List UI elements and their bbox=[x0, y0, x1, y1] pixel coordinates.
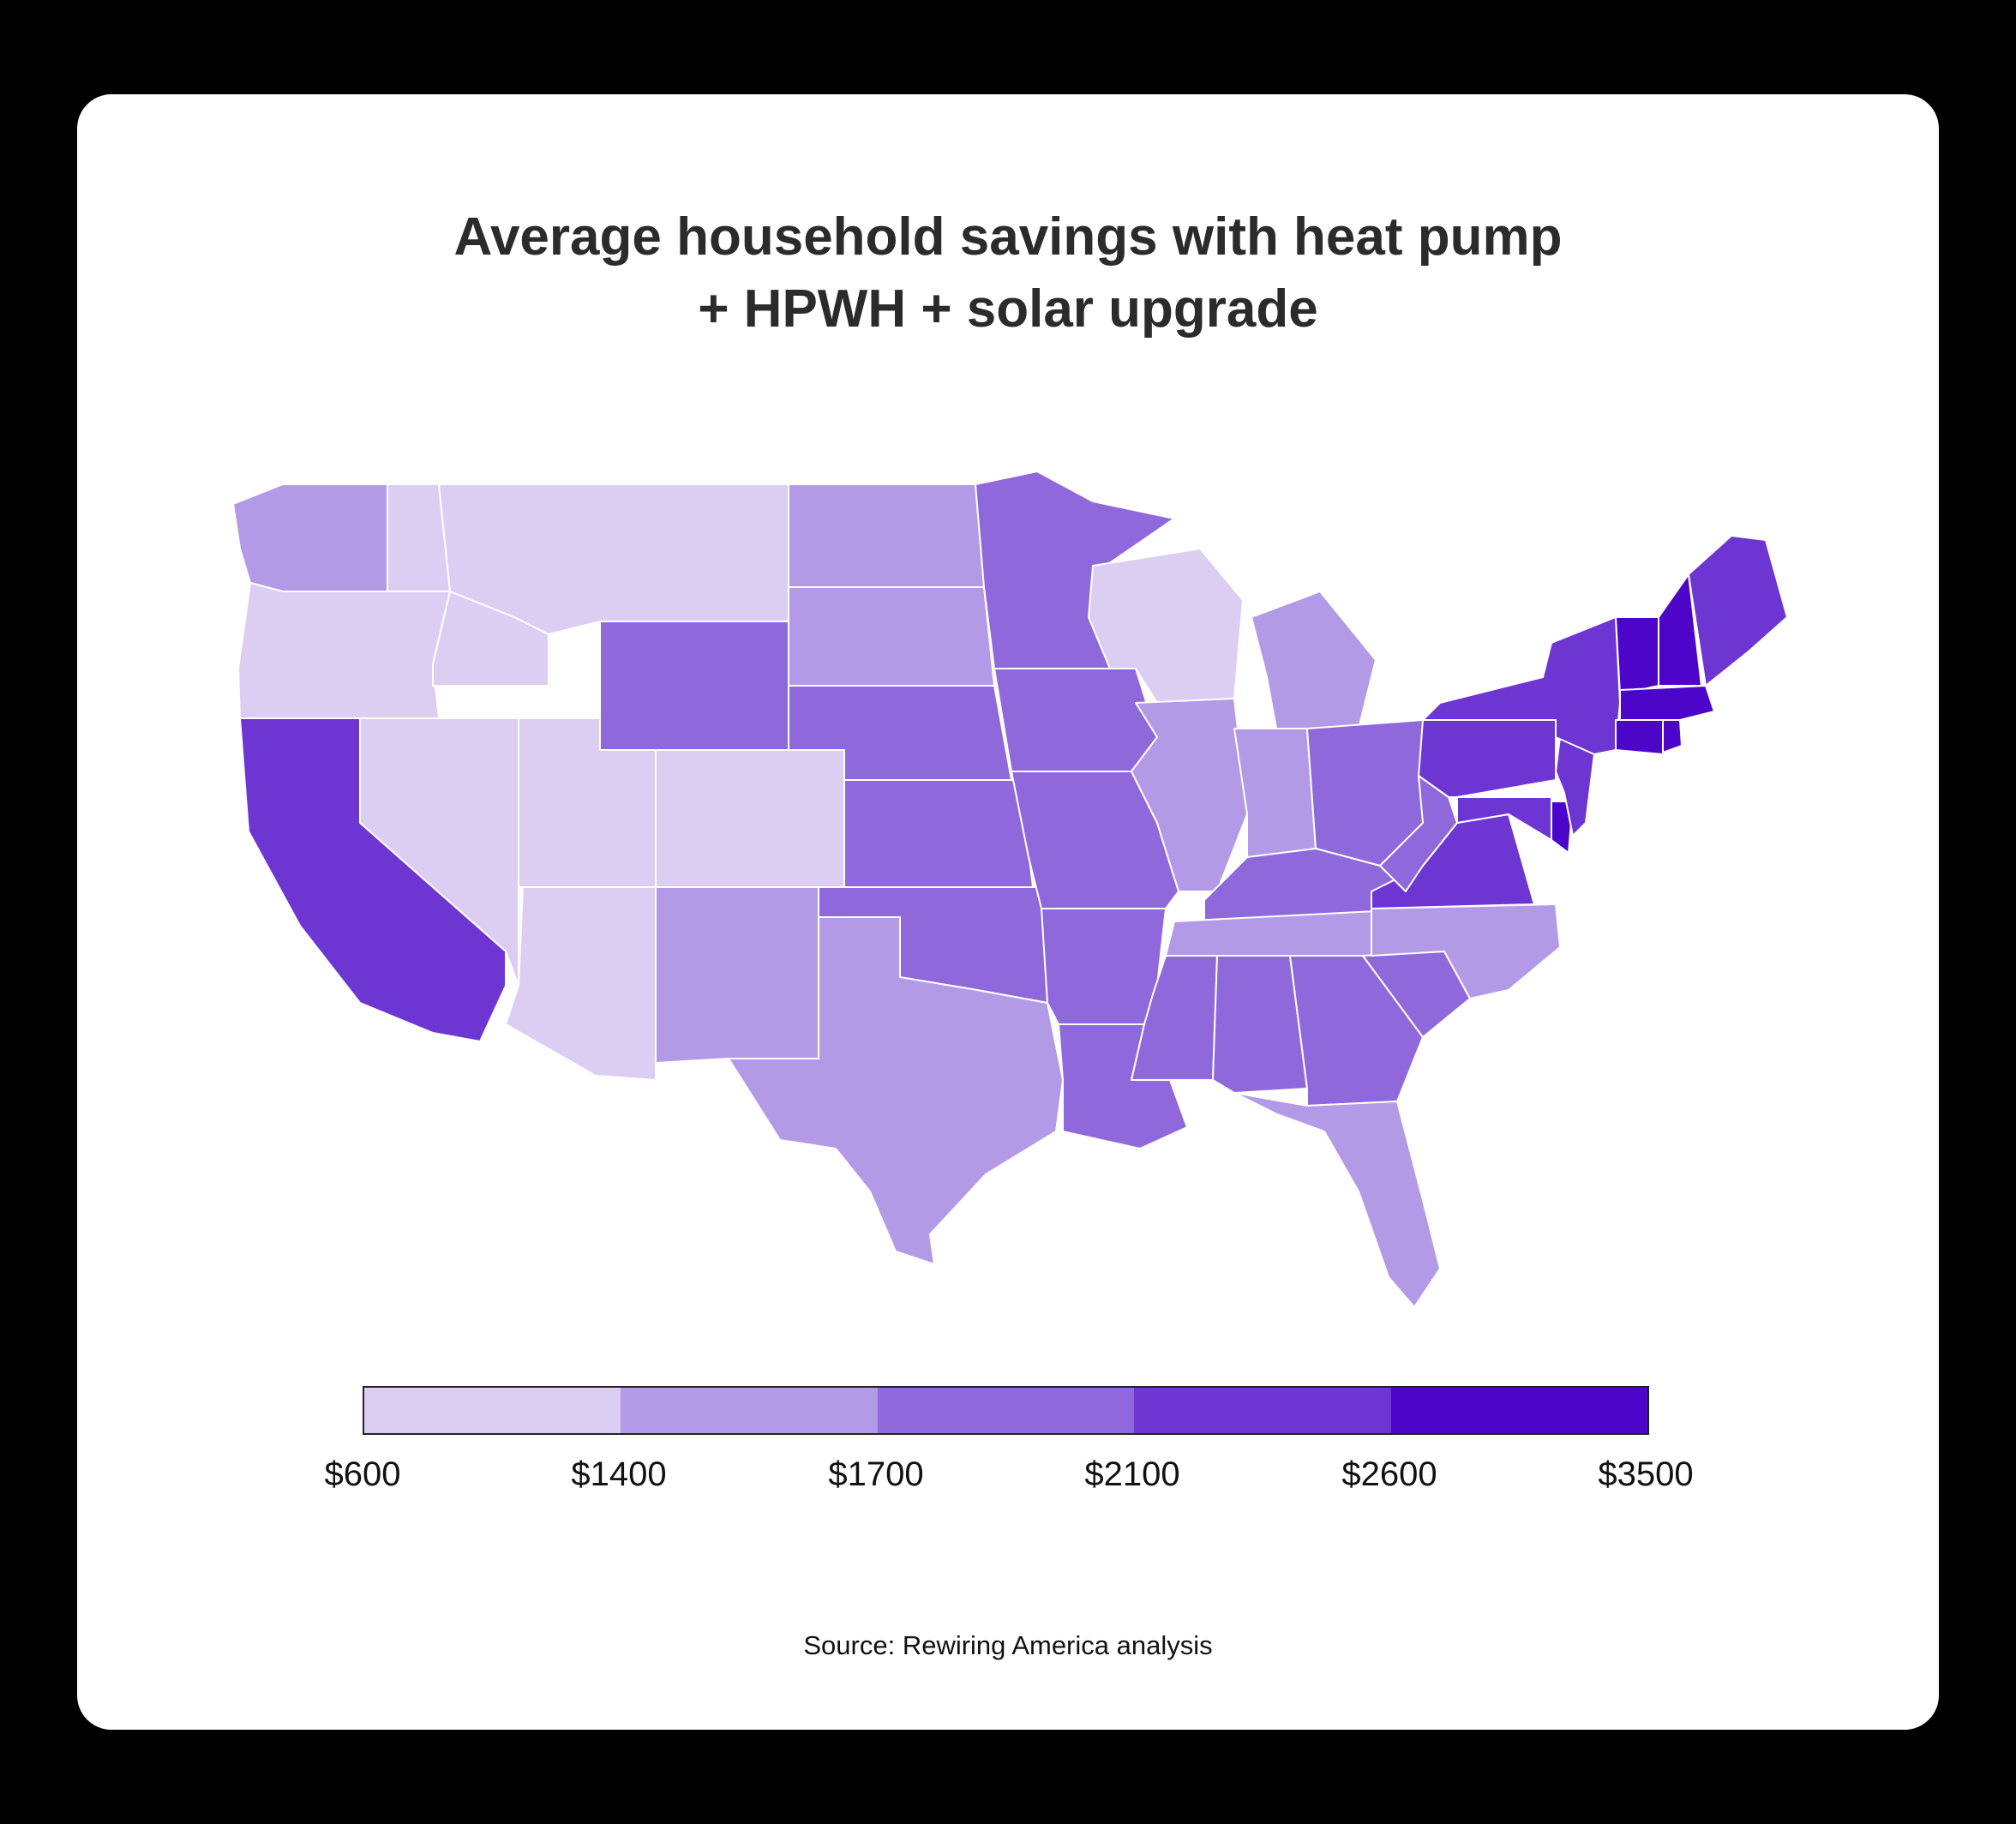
region-michigan bbox=[1251, 591, 1377, 734]
legend-tick-2100: $2100 bbox=[1084, 1455, 1180, 1493]
legend-bin-3 bbox=[877, 1388, 1135, 1433]
chart-title-line-2: + HPWH + solar upgrade bbox=[698, 279, 1318, 339]
source-note: Source: Rewiring America analysis bbox=[803, 1630, 1213, 1660]
legend-tick-3500: $3500 bbox=[1598, 1455, 1694, 1493]
region-texas bbox=[728, 916, 1064, 1265]
region-pennsylvania bbox=[1418, 719, 1557, 798]
region-california bbox=[239, 717, 507, 1042]
region-alabama bbox=[1212, 955, 1308, 1094]
legend-bin-1 bbox=[364, 1388, 621, 1433]
region-washington bbox=[232, 483, 388, 592]
region-north-carolina bbox=[1371, 903, 1561, 999]
region-north-dakota bbox=[788, 483, 985, 588]
region-maryland bbox=[1456, 796, 1552, 841]
legend-bin-4 bbox=[1134, 1388, 1391, 1433]
region-arizona bbox=[505, 886, 657, 1081]
legend-tick-1700: $1700 bbox=[828, 1455, 924, 1493]
region-colorado bbox=[655, 749, 845, 888]
region-florida bbox=[1233, 1092, 1441, 1308]
region-connecticut bbox=[1615, 719, 1664, 755]
region-new-mexico bbox=[655, 886, 819, 1064]
region-west-virginia bbox=[1379, 775, 1458, 892]
region-south-dakota bbox=[788, 586, 995, 687]
legend-tick-600: $600 bbox=[324, 1455, 401, 1493]
legend-bin-5 bbox=[1390, 1388, 1648, 1433]
chart-title: Average household savings with heat pump… bbox=[0, 201, 2016, 345]
region-oregon bbox=[237, 582, 451, 719]
legend-tick-1400: $1400 bbox=[571, 1455, 667, 1493]
region-iowa bbox=[993, 668, 1158, 772]
region-massachusetts bbox=[1619, 685, 1715, 721]
chart-title-line-1: Average household savings with heat pump bbox=[453, 207, 1563, 267]
region-rhode-island bbox=[1662, 719, 1683, 753]
region-indiana bbox=[1233, 728, 1317, 858]
region-wyoming bbox=[599, 621, 789, 751]
region-maine bbox=[1688, 535, 1788, 687]
region-vermont bbox=[1615, 616, 1659, 695]
region-arkansas bbox=[1041, 908, 1167, 1025]
legend-tick-2600: $2600 bbox=[1341, 1455, 1437, 1493]
legend-bin-2 bbox=[621, 1388, 878, 1433]
region-kansas bbox=[843, 779, 1034, 888]
color-legend-bar bbox=[363, 1386, 1649, 1435]
